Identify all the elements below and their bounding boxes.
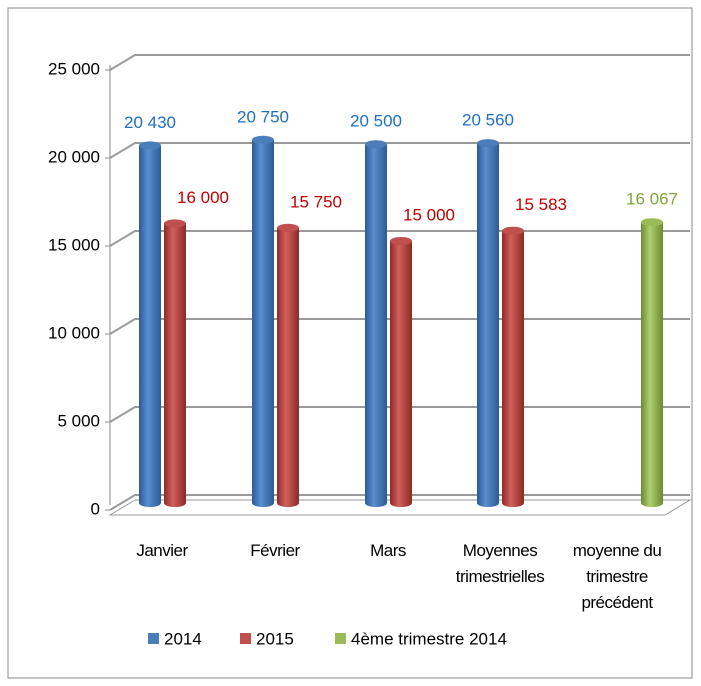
bar-part [641, 222, 663, 503]
bar-part [390, 237, 412, 245]
bar [641, 218, 663, 507]
y-tick-label: 10 000 [48, 323, 100, 342]
bar-part [365, 140, 387, 149]
value-label: 20 560 [462, 111, 514, 130]
bar-part [502, 499, 524, 507]
bar-part [252, 139, 274, 504]
bar [502, 226, 524, 507]
bar-part [139, 145, 161, 503]
legend-label: 4ème trimestre 2014 [351, 629, 507, 648]
legend-swatch [335, 633, 346, 644]
grid-line [109, 54, 690, 71]
y-tick-label: 15 000 [48, 235, 100, 254]
bar-part [365, 144, 387, 503]
x-tick-label: Moyennes trimestrielles [455, 541, 545, 586]
bar-part [164, 499, 186, 507]
bar-part [502, 230, 524, 503]
legend-swatch [240, 633, 251, 644]
x-tick-label: moyenne du trimestre précédent [572, 541, 662, 612]
value-label: 20 750 [237, 107, 289, 126]
bar [477, 139, 499, 507]
bar-part [277, 499, 299, 507]
bar-part [164, 223, 186, 503]
legend-label: 2014 [164, 629, 202, 648]
bar-part [277, 227, 299, 504]
bar-part [502, 226, 524, 235]
value-label: 16 000 [177, 188, 229, 207]
value-label: 15 000 [403, 205, 455, 224]
bar-part [477, 499, 499, 507]
y-tick-label: 0 [91, 499, 100, 518]
bar-part [641, 499, 663, 507]
bar [164, 219, 186, 507]
legend-label: 2015 [256, 629, 294, 648]
bar-part [365, 499, 387, 507]
bar [365, 140, 387, 507]
y-tick-label: 25 000 [48, 59, 100, 78]
bar-part [477, 139, 499, 148]
x-tick-label: Mars [370, 541, 406, 560]
bar-part [641, 218, 663, 227]
bar [390, 237, 412, 507]
bar [252, 135, 274, 507]
value-label: 20 430 [124, 113, 176, 132]
grid-line [109, 142, 690, 159]
bar-part [139, 499, 161, 507]
value-label: 16 067 [626, 190, 678, 209]
x-tick-label: Février [250, 541, 300, 560]
bar-part [390, 241, 412, 503]
value-label: 15 750 [290, 192, 342, 211]
bar-part [477, 143, 499, 504]
bar [139, 141, 161, 507]
bar-part [139, 141, 161, 150]
y-tick-label: 20 000 [48, 147, 100, 166]
bar-part [390, 499, 412, 507]
legend-swatch [148, 633, 159, 644]
value-label: 20 500 [350, 112, 402, 131]
frame [7, 7, 693, 679]
bar-part [164, 219, 186, 228]
value-label: 15 583 [515, 195, 567, 214]
y-tick-label: 5 000 [57, 411, 100, 430]
bar-part [277, 223, 299, 232]
bar-part [252, 135, 274, 144]
x-tick-label: Janvier [136, 541, 188, 560]
bar [277, 223, 299, 507]
bar-part [252, 499, 274, 507]
